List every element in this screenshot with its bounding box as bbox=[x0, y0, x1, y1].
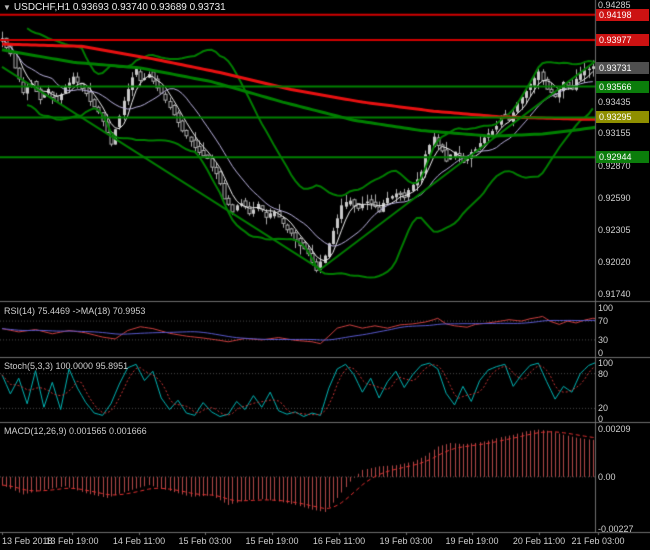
rsi-axis-label: 70 bbox=[598, 316, 609, 327]
time-axis-label: 15 Feb 03:00 bbox=[178, 536, 232, 546]
stoch-label: Stoch(5,3,3) 100.0000 95.8951 bbox=[4, 361, 129, 371]
macd-axis-label: 0.00209 bbox=[598, 424, 631, 434]
time-axis-label: 20 Feb 11:00 bbox=[512, 536, 566, 546]
time-axis-label: 15 Feb 19:00 bbox=[245, 536, 299, 546]
time-axis-label: 21 Feb 03:00 bbox=[571, 536, 625, 546]
time-axis-label: 14 Feb 11:00 bbox=[112, 536, 166, 546]
price-axis-label: 0.92305 bbox=[598, 225, 631, 236]
price-axis-label: 0.92590 bbox=[598, 192, 631, 203]
price-axis-label: 0.93155 bbox=[598, 128, 631, 139]
price-axis-label: 0.92020 bbox=[598, 257, 631, 268]
price-badge: 0.93566 bbox=[596, 80, 649, 93]
symbol-ohlc-label: USDCHF,H1 0.93693 0.93740 0.93689 0.9373… bbox=[13, 2, 226, 13]
macd-axis-label: -0.00227 bbox=[598, 524, 634, 534]
price-badge: 0.93295 bbox=[596, 111, 649, 124]
stoch-axis-label: 100 bbox=[598, 358, 614, 368]
stoch-axis-label: 80 bbox=[598, 368, 609, 379]
time-axis-label: 13 Feb 19:00 bbox=[45, 536, 99, 546]
rsi-axis-label: 100 bbox=[598, 303, 614, 313]
chart-title: ▼ USDCHF,H1 0.93693 0.93740 0.93689 0.937… bbox=[3, 2, 226, 13]
time-axis-label: 13 Feb 2018 bbox=[2, 536, 53, 546]
price-badge: 0.94198 bbox=[596, 8, 649, 21]
macd-axis-label: 0.00 bbox=[598, 471, 616, 482]
time-axis-label: 19 Feb 19:00 bbox=[445, 536, 499, 546]
rsi-axis-label: 0 bbox=[598, 348, 604, 358]
stoch-axis-label: 0 bbox=[598, 414, 604, 424]
price-badge: 0.92944 bbox=[596, 151, 649, 164]
price-badge: 0.93731 bbox=[596, 61, 649, 74]
stoch-axis-label: 20 bbox=[598, 403, 609, 414]
chart-shift-icon: ▼ bbox=[3, 3, 11, 12]
price-axis-label: 0.94285 bbox=[598, 0, 631, 10]
macd-label: MACD(12,26,9) 0.001565 0.001666 bbox=[4, 426, 147, 436]
price-badge: 0.93977 bbox=[596, 33, 649, 46]
time-axis-label: 19 Feb 03:00 bbox=[379, 536, 433, 546]
time-axis-label: 16 Feb 11:00 bbox=[312, 536, 366, 546]
rsi-label: RSI(14) 75.4469 ->MA(18) 70.9953 bbox=[4, 306, 146, 316]
price-axis-label: 0.92870 bbox=[598, 160, 631, 171]
price-axis-label: 0.91740 bbox=[598, 289, 631, 300]
price-axis-label: 0.93435 bbox=[598, 96, 631, 107]
rsi-axis-label: 30 bbox=[598, 334, 609, 345]
